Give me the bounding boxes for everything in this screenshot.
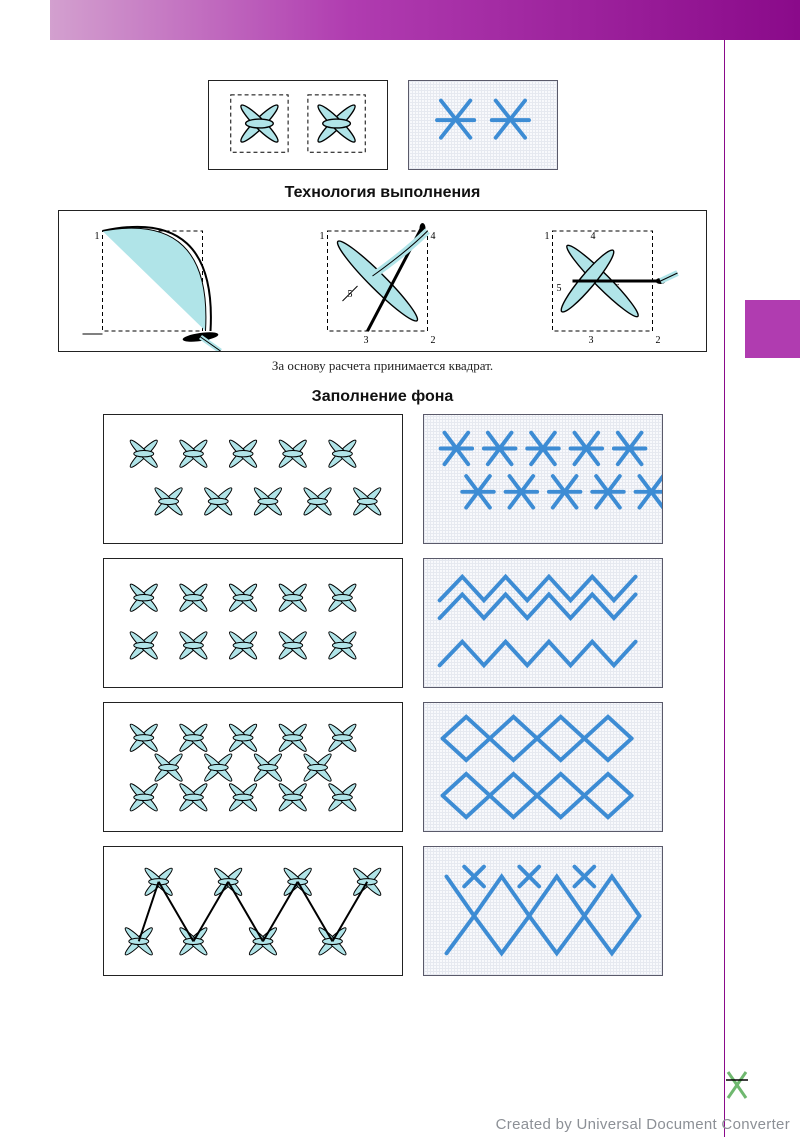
svg-text:4: 4 [431,231,436,242]
tech-steps-panel: 1 2 1 4 2 3 5 [58,210,707,352]
fill-photo-2 [423,558,663,688]
page-right-rule [724,0,725,1137]
fill-photo-3 [423,702,663,832]
thumb-index-tab [745,300,800,358]
fill-diagram-4 [103,846,403,976]
svg-text:1: 1 [545,231,550,242]
svg-text:4: 4 [591,231,596,242]
svg-text:5: 5 [557,283,562,294]
fill-photo-1 [423,414,663,544]
svg-text:1: 1 [95,231,100,242]
fill-diagram-1 [103,414,403,544]
svg-text:2: 2 [431,335,436,346]
fill-row-1 [50,414,715,544]
svg-text:1: 1 [320,231,325,242]
fill-row-3 [50,702,715,832]
svg-text:3: 3 [589,335,594,346]
fill-photo-4 [423,846,663,976]
fill-row-2 [50,558,715,688]
fill-diagram-2 [103,558,403,688]
svg-text:5: 5 [348,289,353,300]
page-header-bar [50,0,800,40]
intro-photo [408,80,558,170]
fill-diagram-3 [103,702,403,832]
intro-row [50,80,715,170]
intro-diagram [208,80,388,170]
fill-title: Заполнение фона [50,388,715,406]
svg-text:2: 2 [656,335,661,346]
converter-watermark: Created by Universal Document Converter [496,1116,790,1133]
footer-stitch-icon [724,1068,750,1107]
svg-text:3: 3 [364,335,369,346]
tech-caption: За основу расчета принимается квадрат. [50,358,715,374]
fill-row-4 [50,846,715,976]
tech-title: Технология выполнения [50,184,715,202]
